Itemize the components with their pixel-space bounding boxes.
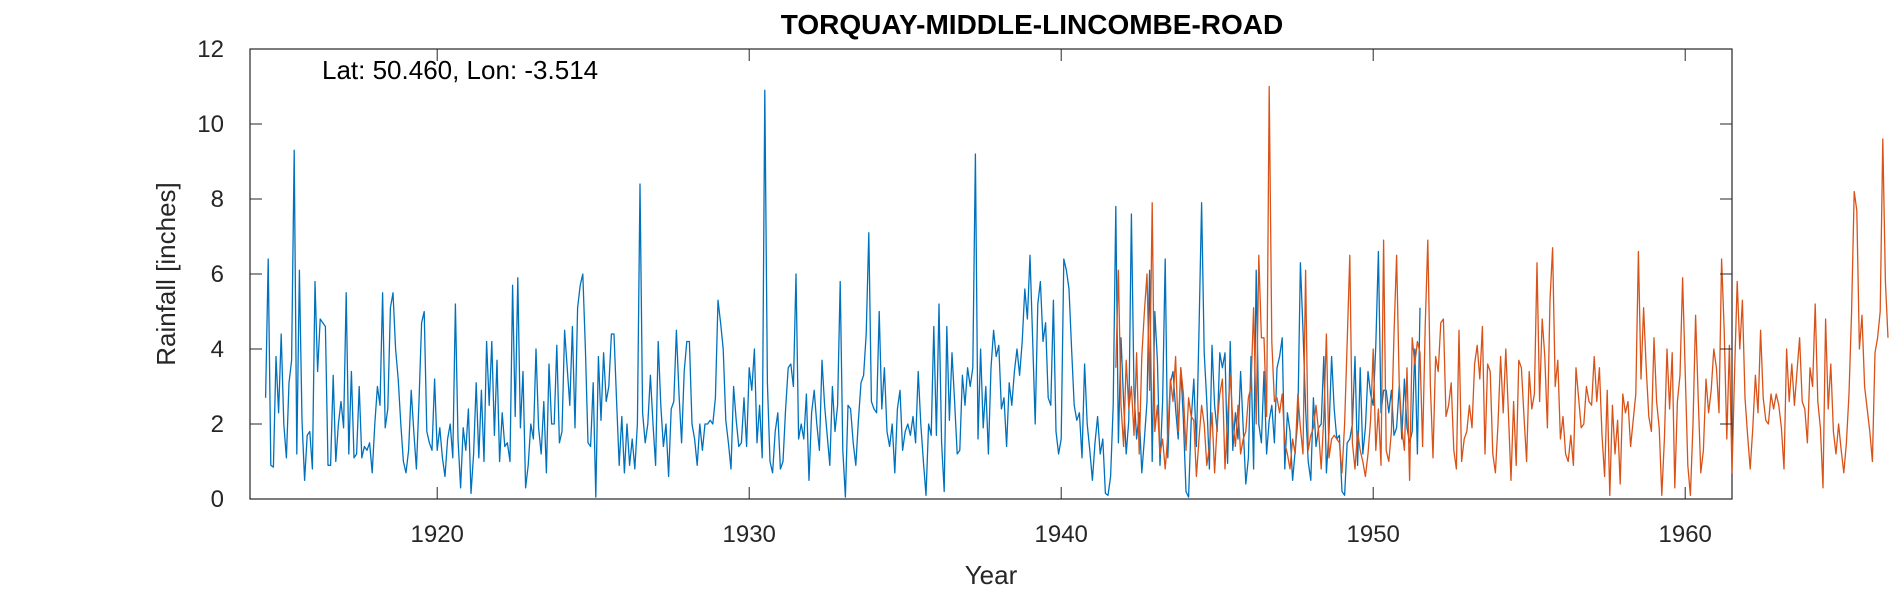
y-tick-label: 4 bbox=[211, 336, 224, 363]
x-axis-label: Year bbox=[965, 560, 1018, 590]
x-tick-label: 1920 bbox=[411, 521, 464, 548]
location-annotation: Lat: 50.460, Lon: -3.514 bbox=[322, 55, 598, 85]
x-tick-label: 1950 bbox=[1347, 521, 1400, 548]
y-tick-label: 2 bbox=[211, 411, 224, 438]
y-tick-label: 10 bbox=[197, 111, 224, 138]
y-tick-label: 6 bbox=[211, 261, 224, 288]
x-tick-label: 1960 bbox=[1659, 521, 1712, 548]
series-layer bbox=[264, 85, 1889, 498]
series-line-1 bbox=[264, 89, 1421, 498]
y-axis-label: Rainfall [inches] bbox=[151, 182, 181, 366]
tick-layer: 1920 1930 1940 1950 1960 0 2 4 6 8 10 12 bbox=[197, 36, 1732, 548]
series-line-2 bbox=[1115, 85, 1889, 496]
x-tick-label: 1940 bbox=[1035, 521, 1088, 548]
y-tick-label: 8 bbox=[211, 186, 224, 213]
y-tick-label: 0 bbox=[211, 486, 224, 513]
x-tick-label: 1930 bbox=[723, 521, 776, 548]
chart-title: TORQUAY-MIDDLE-LINCOMBE-ROAD bbox=[781, 9, 1283, 40]
y-tick-label: 12 bbox=[197, 36, 224, 63]
